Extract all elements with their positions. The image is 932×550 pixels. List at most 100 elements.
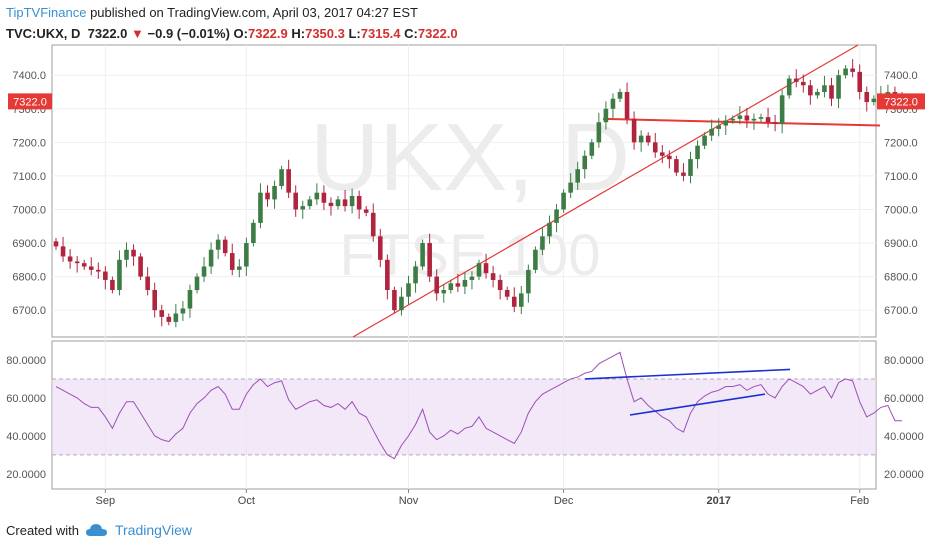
candle-body [843,68,848,76]
candle-body [81,263,87,267]
candle-body [674,159,679,173]
low-value: 7315.4 [360,26,401,41]
candle-body [737,115,743,119]
candle-body [758,117,764,119]
candle-body [244,243,249,267]
candle-body [765,117,771,123]
time-tick-label: Feb [850,495,869,507]
candle-body [871,98,877,103]
candle-body [399,296,404,311]
down-arrow-icon: ▼ [131,26,144,41]
high-label: H: [291,26,306,41]
candle-body [645,135,651,143]
rsi-tick-right: 60.0000 [884,393,924,405]
candle-body [145,276,150,291]
candle-body [568,182,573,193]
candle-body [356,196,362,210]
time-tick-label: 2017 [706,495,730,507]
candle-body [561,192,566,210]
candle-body [829,85,834,99]
candle-body [469,276,475,280]
candle-body [385,259,390,291]
candle-body [786,78,792,96]
candle-body [624,91,630,119]
candle-body [124,249,129,260]
candle-body [342,199,348,207]
candle-body [744,115,750,121]
candle-body [779,95,785,124]
candle-body [194,276,200,291]
candle-body [208,249,214,267]
candle-body [554,209,559,223]
candle-body [808,85,813,96]
candle-body [716,125,721,129]
time-tick-label: Nov [399,495,419,507]
candle-body [138,256,143,277]
price-tick-left: 7200.0 [12,137,46,149]
price-tick-left: 6800.0 [12,272,46,284]
candle-body [610,98,616,109]
candle-body [215,239,221,250]
candle-body [222,239,228,254]
candle-body [53,241,59,247]
candle-body [596,122,602,143]
candle-body [152,290,157,311]
price-tick-left: 7400.0 [12,70,46,82]
candle-body [582,155,588,170]
candle-body [258,192,263,223]
rsi-tick-left: 80.0000 [6,355,46,367]
candle-body [638,135,644,143]
rsi-upper-divergence-line [584,368,791,380]
candle-body [617,91,623,99]
candle-body [173,313,179,322]
candle-body [462,279,468,287]
candle-body [483,263,489,274]
candle-body [60,246,66,257]
candle-body [504,290,510,297]
open-label: O: [233,26,248,41]
horizontal-support-line [602,117,881,127]
candle-body [420,243,425,267]
change-value: −0.9 (−0.01%) [147,26,230,41]
candle-body [652,142,658,153]
candle-body [772,122,778,124]
publisher-link[interactable]: TipTVFinance [6,5,87,20]
candle-body [511,296,517,307]
symbol-label[interactable]: TVC:UKX, D [6,26,81,41]
candle-body [131,249,136,257]
candle-body [533,249,538,270]
candle-body [370,212,376,237]
candle-body [67,256,73,262]
rsi-band [52,378,876,455]
rsi-tick-left: 40.0000 [6,431,46,443]
footer: Created with TradingView [6,522,192,538]
candle-body [730,118,736,121]
candle-body [455,283,461,287]
candle-body [695,145,700,160]
rsi-tick-right: 20.0000 [884,469,924,481]
candle-body [815,91,820,96]
candle-body [300,206,306,210]
created-with-text: Created with [6,522,79,538]
rsi-line [55,351,902,460]
rsi-lower-divergence-line [629,393,766,416]
price-tick-right: 6700.0 [884,305,918,317]
tradingview-brand[interactable]: TradingView [114,522,193,538]
candle-body [801,81,806,86]
candle-body [441,290,447,294]
candle-body [575,169,580,183]
rsi-tick-right: 80.0000 [884,355,924,367]
candle-body [490,273,496,280]
cloud-logo-icon [85,524,107,536]
candle-body [702,135,707,146]
candle-body [321,192,327,203]
candle-body [547,222,552,237]
price-tick-left: 6900.0 [12,238,46,250]
price-tick-right: 7200.0 [884,137,918,149]
candle-body [688,159,693,176]
candle-body [540,236,545,250]
low-label: L: [348,26,361,41]
price-tick-right: 6800.0 [884,272,918,284]
last-price-tag-right-text: 7322.0 [884,96,918,108]
